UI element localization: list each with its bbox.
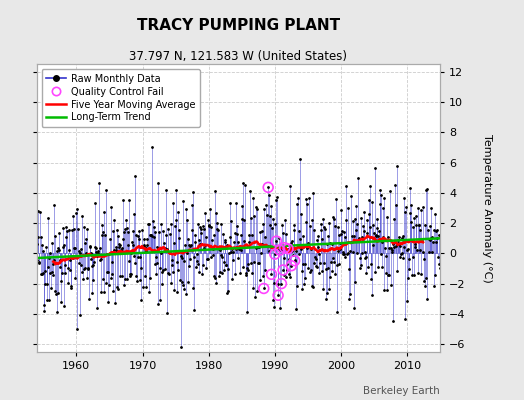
Text: Berkeley Earth: Berkeley Earth	[364, 386, 440, 396]
Legend: Raw Monthly Data, Quality Control Fail, Five Year Moving Average, Long-Term Tren: Raw Monthly Data, Quality Control Fail, …	[41, 69, 200, 127]
Point	[287, 262, 296, 269]
Point	[259, 285, 268, 292]
Point	[272, 238, 281, 244]
Point	[284, 246, 292, 252]
Point	[270, 251, 279, 257]
Title: 37.797 N, 121.583 W (United States): 37.797 N, 121.583 W (United States)	[129, 50, 347, 63]
Point	[280, 244, 289, 251]
Point	[267, 271, 276, 278]
Y-axis label: Temperature Anomaly (°C): Temperature Anomaly (°C)	[483, 134, 493, 282]
Text: TRACY PUMPING PLANT: TRACY PUMPING PLANT	[137, 18, 340, 33]
Point	[277, 280, 286, 287]
Point	[276, 247, 284, 253]
Point	[279, 267, 287, 273]
Point	[290, 258, 299, 264]
Point	[274, 292, 282, 298]
Point	[264, 184, 272, 190]
